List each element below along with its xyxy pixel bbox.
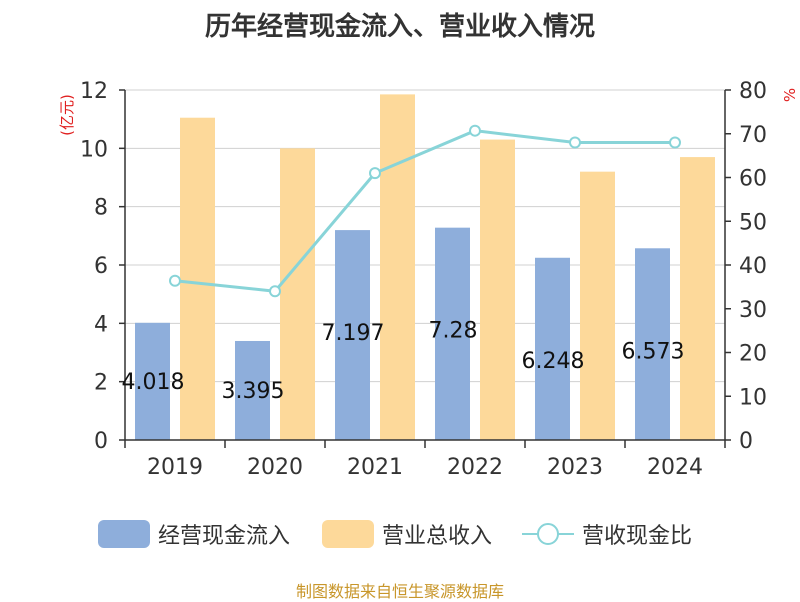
ratio-point (469, 124, 481, 137)
bar-cash-inflow (135, 322, 170, 440)
right-tick-label: 80 (739, 79, 767, 104)
x-tick-label: 2019 (147, 455, 203, 480)
ratio-point (669, 136, 681, 149)
data-label-cash-inflow: 3.395 (222, 379, 285, 404)
data-label-cash-inflow: 7.28 (429, 319, 478, 344)
source-footer: 制图数据来自恒生聚源数据库 (295, 582, 504, 601)
right-tick-label: 20 (739, 342, 767, 367)
bar-cash-inflow (435, 227, 470, 440)
x-tick-label: 2021 (347, 455, 403, 480)
left-tick-label: 8 (94, 196, 108, 221)
right-tick-label: 50 (739, 210, 767, 235)
legend-item-cash-inflow[interactable]: 经营现金流入 (98, 518, 290, 550)
axes: 0 2 4 6 8 10 12 0 10 20 30 40 50 60 70 80 2019 2020 2021 20… (58, 79, 799, 480)
bar-cash-inflow (535, 257, 570, 440)
right-axis-unit-label: % (781, 88, 799, 102)
ratio-line (169, 124, 681, 298)
legend-label-ratio: 营收现金比 (582, 524, 693, 549)
ratio-point (169, 274, 181, 287)
ratio-point (569, 136, 581, 149)
left-tick-label: 0 (94, 429, 108, 454)
right-tick-label: 0 (739, 429, 753, 454)
left-tick-label: 6 (94, 254, 108, 279)
left-tick-label: 10 (80, 137, 108, 162)
legend-item-ratio[interactable]: 营收现金比 (522, 518, 692, 550)
legend-label-revenue: 营业总收入 (382, 524, 493, 549)
data-label-cash-inflow: 7.197 (322, 321, 385, 346)
bar-revenue (680, 157, 715, 441)
legend-swatch-revenue (322, 520, 374, 548)
bar-cash-inflow (235, 340, 270, 440)
ratio-point (269, 285, 281, 298)
bar-revenue (580, 171, 615, 440)
right-tick-label: 10 (739, 385, 767, 410)
right-tick-label: 60 (739, 167, 767, 192)
data-labels: 4.018 3.395 7.197 7.28 6.248 6.573 (122, 319, 685, 404)
left-tick-label: 2 (94, 371, 108, 396)
data-label-cash-inflow: 6.248 (522, 349, 585, 374)
data-label-cash-inflow: 4.018 (122, 370, 185, 395)
bar-revenue (280, 148, 315, 441)
left-axis-unit-label: (亿元) (58, 94, 76, 136)
left-tick-label: 12 (80, 79, 108, 104)
gridlines (125, 89, 725, 383)
bar-revenue (380, 94, 415, 440)
bar-revenue (180, 117, 215, 440)
data-label-cash-inflow: 6.573 (622, 339, 685, 364)
bar-cash-inflow (635, 248, 670, 440)
left-tick-label: 4 (94, 312, 108, 337)
bar-cash-inflow (335, 230, 370, 440)
legend-swatch-ratio (522, 523, 574, 545)
x-tick-label: 2024 (647, 455, 703, 480)
x-tick-label: 2023 (547, 455, 603, 480)
right-tick-label: 70 (739, 123, 767, 148)
bars (135, 94, 715, 441)
bar-revenue (480, 139, 515, 441)
ratio-line-path (174, 129, 675, 293)
legend-item-revenue[interactable]: 营业总收入 (322, 518, 492, 550)
right-tick-label: 40 (739, 254, 767, 279)
legend-label-cash-inflow: 经营现金流入 (158, 524, 291, 549)
x-tick-label: 2020 (247, 455, 303, 480)
ratio-point (369, 167, 381, 180)
legend-swatch-cash-inflow (98, 520, 150, 548)
chart-title: 历年经营现金流入、营业收入情况 (204, 12, 595, 42)
x-tick-label: 2022 (447, 455, 503, 480)
right-tick-label: 30 (739, 298, 767, 323)
